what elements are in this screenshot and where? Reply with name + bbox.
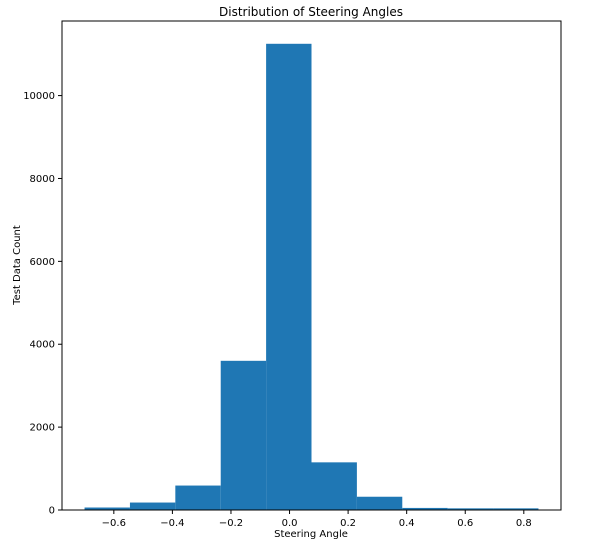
histogram-bar [129, 502, 176, 510]
histogram-bar [493, 508, 539, 510]
x-tick-label: −0.2 [219, 518, 243, 529]
y-tick-label: 2000 [30, 423, 55, 434]
y-axis-title: Test Data Count [12, 225, 23, 306]
x-axis-ticks: −0.6 −0.4 −0.2 0.0 0.2 0.4 0.6 0.8 [102, 510, 532, 529]
plot-frame [61, 20, 562, 511]
histogram-bar [356, 496, 403, 510]
y-tick-label: 6000 [30, 257, 55, 268]
histogram-bar [266, 43, 312, 511]
y-tick-label: 10000 [23, 91, 55, 102]
y-tick-label: 0 [49, 506, 55, 517]
histogram-bar [447, 508, 494, 510]
histogram-bar [220, 360, 267, 510]
histogram-bar [175, 485, 221, 510]
x-tick-label: −0.4 [160, 518, 184, 529]
x-tick-label: 0.2 [340, 518, 356, 529]
x-tick-label: −0.6 [102, 518, 126, 529]
y-tick-label: 4000 [30, 340, 55, 351]
y-tick-label: 8000 [30, 174, 55, 185]
x-tick-label: 0.0 [282, 518, 298, 529]
bars-layer [84, 43, 539, 511]
x-axis-title: Steering Angle [274, 529, 348, 540]
histogram-bar [84, 507, 130, 510]
x-tick-label: 0.4 [399, 518, 415, 529]
histogram-bar [311, 462, 357, 510]
chart-title: Distribution of Steering Angles [219, 5, 403, 19]
x-tick-label: 0.8 [516, 518, 532, 529]
y-axis-ticks: 0 2000 4000 6000 8000 10000 [23, 91, 62, 517]
histogram-bar [402, 507, 448, 510]
x-tick-label: 0.6 [457, 518, 473, 529]
